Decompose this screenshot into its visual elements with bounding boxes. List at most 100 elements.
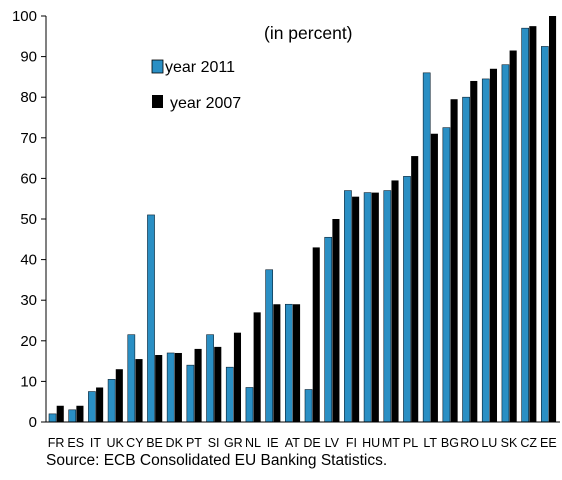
x-tick-label-it: IT xyxy=(90,436,101,450)
bar-2011-fi xyxy=(344,190,352,423)
y-tick-label: 40 xyxy=(20,252,37,269)
x-tick-label-lt: LT xyxy=(423,436,437,450)
bar-2007-lv xyxy=(332,219,340,422)
bar-2007-ee xyxy=(549,16,557,422)
x-tick-label-nl: NL xyxy=(245,436,261,450)
bar-2007-be xyxy=(155,355,163,422)
y-tick-label: 0 xyxy=(29,414,37,431)
x-tick-label-uk: UK xyxy=(106,436,124,450)
bar-2007-ro xyxy=(470,80,478,423)
x-axis-labels: FR ES IT UK CY BE DK PT SI GR NL IE AT DE LV FI HU MT PL LT… xyxy=(48,436,557,450)
bar-2007-fr xyxy=(56,405,64,422)
bar-2011-fr xyxy=(48,413,57,423)
y-tick-label: 50 xyxy=(20,211,37,228)
y-axis-ticks: 0 10 20 30 40 50 60 70 80 90 100 xyxy=(12,8,46,431)
legend-label-2007: year 2007 xyxy=(170,95,241,112)
bar-2007-cy xyxy=(135,359,143,422)
x-tick-label-fi: FI xyxy=(346,436,357,450)
bar-2011-ro xyxy=(462,96,470,423)
bar-2007-si xyxy=(214,346,222,422)
legend-swatch-2007 xyxy=(152,95,163,108)
x-tick-label-dk: DK xyxy=(166,436,184,450)
x-tick-label-ro: RO xyxy=(460,436,479,450)
x-tick-label-lv: LV xyxy=(325,436,340,450)
source-note: Source: ECB Consolidated EU Banking Stat… xyxy=(46,452,388,469)
bar-2007-nl xyxy=(253,312,261,422)
bar-2011-cy xyxy=(127,334,136,423)
bar-2011-be xyxy=(147,214,155,423)
x-tick-label-bg: BG xyxy=(441,436,459,450)
bar-2007-gr xyxy=(233,332,242,422)
bar-2011-mt xyxy=(383,190,392,423)
legend-swatch-2011 xyxy=(151,59,164,74)
bar-2007-fi xyxy=(352,196,360,422)
bar-2007-dk xyxy=(174,352,182,422)
legend: year 2011 year 2007 xyxy=(151,59,241,112)
y-tick-label: 60 xyxy=(20,170,37,187)
bar-2011-lu xyxy=(481,78,490,423)
bar-2007-lu xyxy=(489,68,498,422)
bar-2007-mt xyxy=(391,180,399,422)
bar-2011-es xyxy=(68,409,77,423)
y-tick-label: 100 xyxy=(12,8,37,25)
bar-2011-at xyxy=(285,303,293,423)
x-tick-label-sk: SK xyxy=(501,436,518,450)
bar-2007-at xyxy=(293,304,301,422)
x-tick-label-ee: EE xyxy=(540,436,557,450)
bar-2007-hu xyxy=(371,192,379,422)
chart: 0 10 20 30 40 50 60 70 80 90 100 FR ES IT UK CY BE DK PT S… xyxy=(12,8,560,450)
bar-2007-es xyxy=(76,405,84,422)
y-tick-label: 20 xyxy=(20,333,37,350)
y-tick-label: 30 xyxy=(20,292,37,309)
x-tick-label-cz: CZ xyxy=(520,436,537,450)
x-tick-label-pt: PT xyxy=(186,436,202,450)
chart-annotation: (in percent) xyxy=(264,23,353,43)
bar-2011-ie xyxy=(265,269,274,423)
x-tick-label-gr: GR xyxy=(224,436,243,450)
bar-2011-pl xyxy=(403,176,411,423)
bar-2007-pt xyxy=(194,348,202,422)
x-tick-label-es: ES xyxy=(67,436,84,450)
bar-2011-dk xyxy=(166,352,175,423)
x-tick-label-fr: FR xyxy=(48,436,65,450)
bar-2007-bg xyxy=(450,99,458,422)
x-tick-label-pl: PL xyxy=(403,436,418,450)
bar-2007-ie xyxy=(273,304,281,422)
bar-2011-ee xyxy=(541,46,549,423)
x-tick-label-be: BE xyxy=(146,436,163,450)
y-tick-label: 10 xyxy=(20,373,37,390)
bar-2007-lt xyxy=(430,133,438,423)
bar-2011-sk xyxy=(501,64,510,423)
x-tick-label-si: SI xyxy=(208,436,220,450)
bar-2007-uk xyxy=(115,369,123,422)
bar-2011-uk xyxy=(107,379,116,423)
bar-2011-cz xyxy=(521,27,530,423)
bars xyxy=(48,16,557,423)
bar-2007-de xyxy=(312,247,320,422)
y-tick-label: 90 xyxy=(20,49,37,66)
bar-2011-nl xyxy=(245,387,254,423)
bar-2007-pl xyxy=(411,156,419,422)
bar-2011-bg xyxy=(442,127,451,423)
bar-2011-hu xyxy=(363,192,372,423)
x-tick-label-ie: IE xyxy=(267,436,279,450)
bar-2011-it xyxy=(88,391,96,423)
bar-2011-pt xyxy=(186,364,195,423)
bar-2011-lt xyxy=(422,72,431,423)
bar-2007-it xyxy=(96,387,104,422)
bar-2007-sk xyxy=(509,50,517,422)
x-tick-label-cy: CY xyxy=(126,436,144,450)
bar-2011-gr xyxy=(225,366,234,423)
bar-2007-cz xyxy=(529,26,537,423)
legend-label-2011: year 2011 xyxy=(165,59,235,76)
bar-2011-de xyxy=(304,389,313,423)
x-tick-label-lu: LU xyxy=(481,436,497,450)
x-tick-label-de: DE xyxy=(303,436,320,450)
x-tick-label-at: AT xyxy=(285,436,300,450)
y-tick-label: 80 xyxy=(20,89,37,106)
x-tick-label-mt: MT xyxy=(382,436,400,450)
x-tick-label-hu: HU xyxy=(362,436,380,450)
y-tick-label: 70 xyxy=(20,130,37,147)
bar-2011-lv xyxy=(324,236,333,423)
bar-2011-si xyxy=(206,334,214,423)
